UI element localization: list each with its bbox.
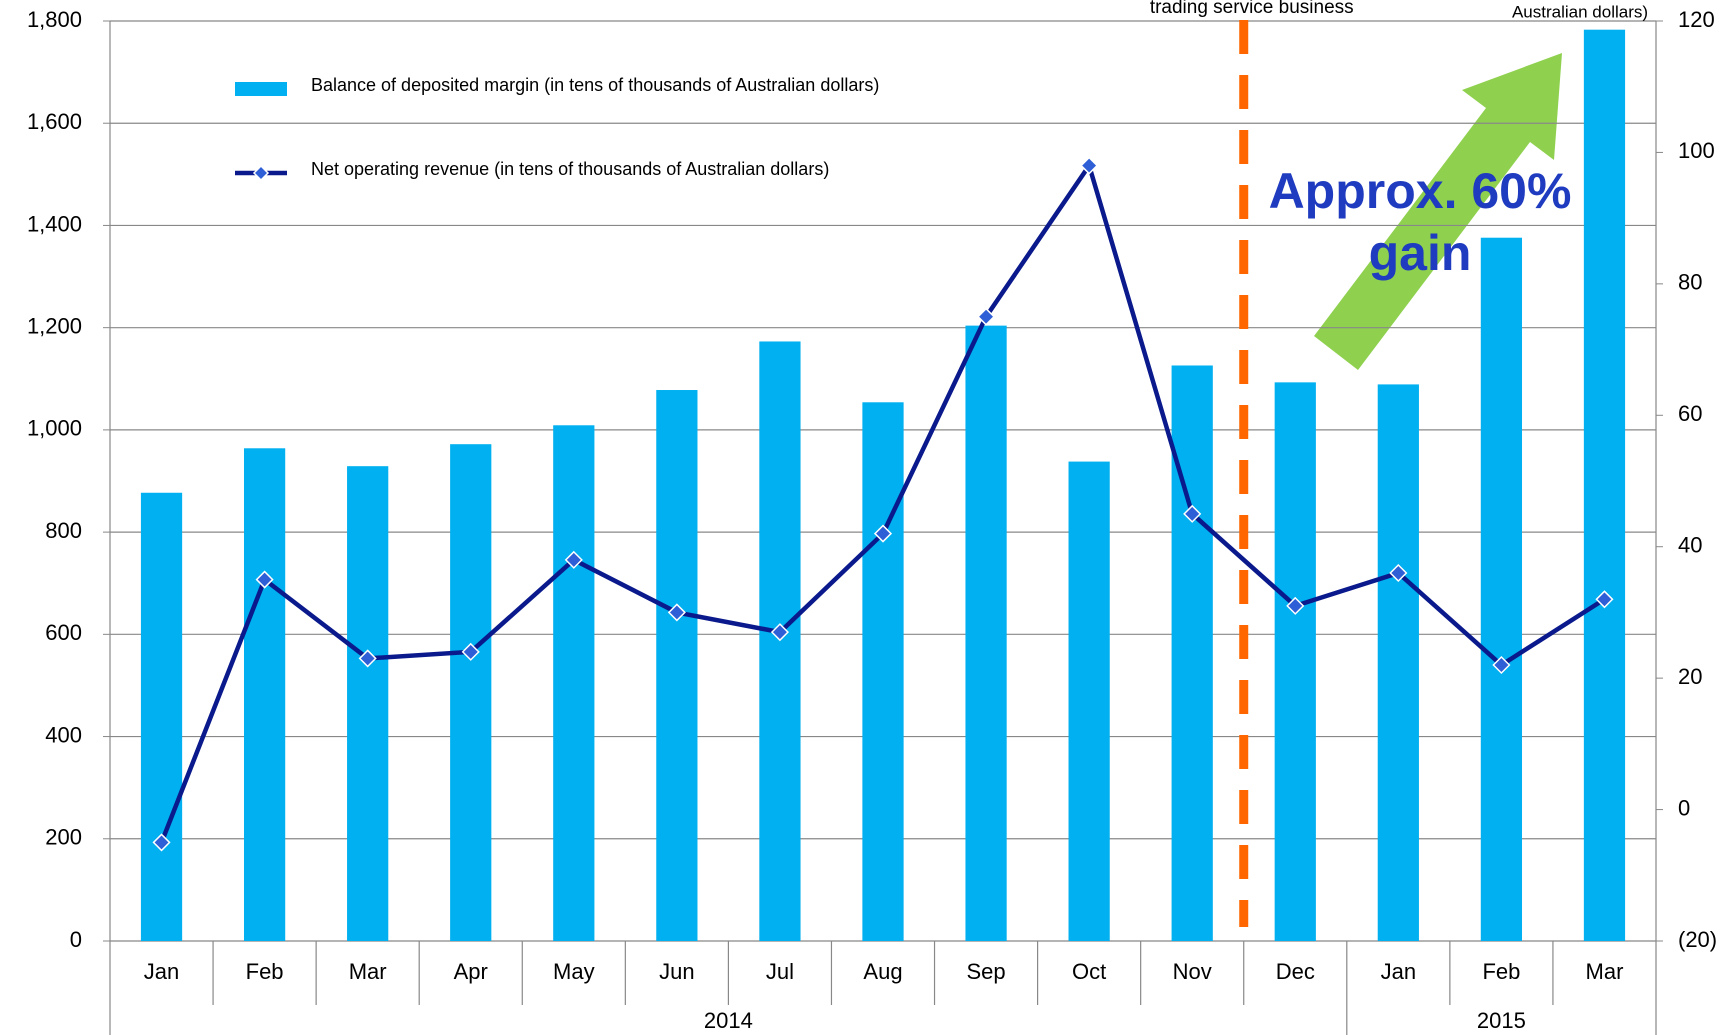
x-tick-label: Feb xyxy=(1482,959,1520,984)
legend-swatch xyxy=(235,82,287,96)
y2-tick-label: (20) xyxy=(1678,927,1717,952)
bar xyxy=(141,493,182,941)
y-tick-label: 200 xyxy=(45,825,82,850)
y2-tick-label: 20 xyxy=(1678,664,1702,689)
bar xyxy=(1584,30,1625,941)
y2-tick-label: 0 xyxy=(1678,795,1690,820)
x-tick-label: Jan xyxy=(1381,959,1416,984)
bar xyxy=(656,390,697,941)
bar xyxy=(1172,365,1213,941)
y2-tick-label: 80 xyxy=(1678,270,1702,295)
y2-tick-label: 120 xyxy=(1678,7,1715,32)
y-tick-label: 1,000 xyxy=(27,416,82,441)
x-tick-label: Jun xyxy=(659,959,694,984)
y2-axis-label: Australian dollars) xyxy=(1512,2,1648,21)
x-tick-label: Mar xyxy=(349,959,387,984)
y-tick-label: 1,600 xyxy=(27,109,82,134)
legend-label: Balance of deposited margin (in tens of … xyxy=(311,75,879,95)
x-tick-label: Feb xyxy=(246,959,284,984)
x-tick-label: Mar xyxy=(1586,959,1624,984)
x-tick-label: Nov xyxy=(1173,959,1212,984)
x-tick-label: Jul xyxy=(766,959,794,984)
y2-tick-label: 100 xyxy=(1678,138,1715,163)
x-tick-label: Apr xyxy=(454,959,488,984)
bar xyxy=(965,326,1006,941)
chart: 02004006008001,0001,2001,4001,6001,800(2… xyxy=(0,0,1731,1035)
x-group-label: 2014 xyxy=(704,1008,753,1033)
bar xyxy=(759,341,800,941)
x-tick-label: Dec xyxy=(1276,959,1315,984)
bar xyxy=(1069,462,1110,941)
bar xyxy=(862,402,903,941)
y-tick-label: 400 xyxy=(45,722,82,747)
y-tick-label: 600 xyxy=(45,620,82,645)
bar xyxy=(1378,384,1419,941)
page: 02004006008001,0001,2001,4001,6001,800(2… xyxy=(0,0,1731,1035)
x-group-label: 2015 xyxy=(1477,1008,1526,1033)
y2-tick-label: 60 xyxy=(1678,401,1702,426)
legend-label: Net operating revenue (in tens of thousa… xyxy=(311,159,829,179)
bar xyxy=(1275,382,1316,941)
y-tick-label: 800 xyxy=(45,518,82,543)
x-tick-label: Oct xyxy=(1072,959,1106,984)
x-tick-label: Aug xyxy=(863,959,902,984)
y2-tick-label: 40 xyxy=(1678,533,1702,558)
divider-label: trading service business xyxy=(1150,0,1354,18)
y-tick-label: 1,200 xyxy=(27,313,82,338)
annotation: Approx. 60% gain xyxy=(1250,160,1590,284)
bar xyxy=(244,448,285,941)
y-tick-label: 0 xyxy=(70,927,82,952)
bar xyxy=(553,425,594,941)
bar xyxy=(347,466,388,941)
y-tick-label: 1,800 xyxy=(27,7,82,32)
x-tick-label: Sep xyxy=(966,959,1005,984)
x-tick-label: Jan xyxy=(144,959,179,984)
y-tick-label: 1,400 xyxy=(27,211,82,236)
bar xyxy=(450,444,491,941)
x-tick-label: May xyxy=(553,959,595,984)
legend-marker xyxy=(254,166,268,180)
bar xyxy=(1481,238,1522,941)
